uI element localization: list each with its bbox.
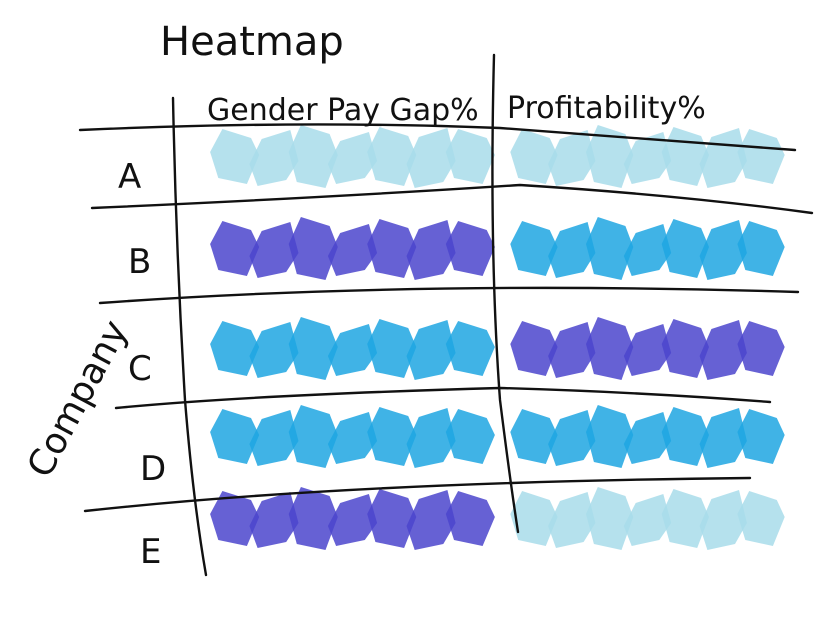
heatmap-cell-c-2 bbox=[510, 317, 785, 380]
grid-horizontal-line-3 bbox=[98, 286, 800, 305]
heatmap-stroke bbox=[586, 317, 634, 380]
row-label-a: A bbox=[118, 157, 141, 197]
heatmap-stroke bbox=[406, 320, 456, 380]
heatmap-stroke bbox=[288, 217, 338, 280]
heatmap-stroke bbox=[548, 222, 596, 278]
heatmap-stroke bbox=[699, 408, 747, 468]
heatmap-stroke bbox=[510, 491, 558, 546]
row-label-e: E bbox=[140, 532, 161, 572]
heatmap-stroke bbox=[367, 489, 417, 548]
cells-layer bbox=[210, 125, 785, 550]
row-label-c: C bbox=[128, 349, 152, 389]
heatmap-stroke bbox=[548, 322, 596, 378]
heatmap-stroke bbox=[548, 492, 596, 548]
heatmap-stroke bbox=[548, 410, 596, 466]
heatmap-stroke bbox=[288, 317, 338, 380]
heatmap-stroke bbox=[699, 220, 747, 280]
heatmap-stroke bbox=[586, 487, 634, 550]
heatmap-stroke bbox=[586, 405, 634, 468]
heatmap-stroke bbox=[737, 491, 785, 546]
heatmap-cell-c-1 bbox=[210, 317, 495, 380]
heatmap-stroke bbox=[699, 490, 747, 550]
row-label-d: D bbox=[140, 449, 166, 489]
heatmap-stroke bbox=[737, 129, 785, 184]
y-axis-label: Company bbox=[20, 314, 137, 484]
heatmap-stroke bbox=[623, 224, 672, 276]
heatmap-stroke bbox=[210, 409, 260, 464]
heatmap-cell-b-1 bbox=[210, 217, 495, 280]
heatmap-cell-a-1 bbox=[210, 125, 495, 188]
heatmap-stroke bbox=[661, 219, 709, 278]
heatmap-cell-d-1 bbox=[210, 405, 495, 468]
heatmap-stroke bbox=[661, 407, 709, 466]
heatmap-stroke bbox=[406, 408, 456, 468]
heatmap-stroke bbox=[249, 410, 299, 466]
heatmap-stroke bbox=[586, 217, 634, 280]
heatmap-stroke bbox=[367, 127, 417, 186]
heatmap-stroke bbox=[249, 222, 299, 278]
grid-horizontal-line-4 bbox=[114, 386, 772, 410]
heatmap-stroke bbox=[548, 130, 596, 186]
heatmap-cell-a-2 bbox=[510, 125, 785, 188]
grid-vertical-line-1 bbox=[171, 96, 208, 577]
heatmap-stroke bbox=[210, 491, 260, 546]
heatmap-stroke bbox=[406, 220, 456, 280]
heatmap-stroke bbox=[445, 221, 495, 276]
heatmap-cell-e-1 bbox=[210, 487, 495, 550]
heatmap-stroke bbox=[661, 489, 709, 548]
grid-vertical-line-2 bbox=[491, 53, 520, 534]
heatmap-stroke bbox=[327, 494, 378, 546]
heatmap-stroke bbox=[445, 491, 495, 546]
heatmap-cell-d-2 bbox=[510, 405, 785, 468]
heatmap-stroke bbox=[288, 405, 338, 468]
heatmap-stroke bbox=[249, 492, 299, 548]
heatmap-stroke bbox=[249, 322, 299, 378]
heatmap-stroke bbox=[367, 319, 417, 378]
heatmap-stroke bbox=[406, 490, 456, 550]
heatmap-stroke bbox=[510, 409, 558, 464]
heatmap-stroke bbox=[367, 219, 417, 278]
heatmap-cell-e-2 bbox=[510, 487, 785, 550]
heatmap-stroke bbox=[445, 321, 495, 376]
column-header-gender-pay-gap: Gender Pay Gap% bbox=[207, 93, 479, 128]
heatmap-stroke bbox=[510, 129, 558, 184]
row-label-b: B bbox=[128, 242, 151, 282]
grid-layer bbox=[78, 53, 814, 577]
heatmap-stroke bbox=[327, 324, 378, 376]
heatmap-stroke bbox=[327, 132, 378, 184]
heatmap-stroke bbox=[737, 221, 785, 276]
heatmap-stroke bbox=[288, 487, 338, 550]
chart-title: Heatmap bbox=[160, 19, 344, 65]
column-header-profitability: Profitability% bbox=[507, 91, 706, 126]
heatmap-stroke bbox=[623, 324, 672, 376]
heatmap-stroke bbox=[367, 407, 417, 466]
heatmap-cell-b-2 bbox=[510, 217, 785, 280]
heatmap-stroke bbox=[327, 224, 378, 276]
heatmap-stroke bbox=[510, 221, 558, 276]
heatmap-stroke bbox=[210, 129, 260, 184]
heatmap-stroke bbox=[586, 125, 634, 188]
heatmap-stroke bbox=[699, 320, 747, 380]
grid-horizontal-line-2 bbox=[90, 183, 814, 215]
heatmap-stroke bbox=[288, 125, 338, 188]
heatmap-stroke bbox=[737, 409, 785, 464]
heatmap-stroke bbox=[510, 321, 558, 376]
heatmap-stroke bbox=[623, 132, 672, 184]
heatmap-stroke bbox=[445, 129, 495, 184]
heatmap-stroke bbox=[623, 412, 672, 464]
heatmap-stroke bbox=[661, 127, 709, 186]
heatmap-stroke bbox=[210, 321, 260, 376]
heatmap-stroke bbox=[406, 128, 456, 188]
grid-horizontal-line-1 bbox=[78, 123, 797, 152]
heatmap-stroke bbox=[327, 412, 378, 464]
heatmap-stroke bbox=[661, 319, 709, 378]
grid-horizontal-line-5 bbox=[83, 476, 752, 513]
heatmap-stroke bbox=[737, 321, 785, 376]
heatmap-stroke bbox=[445, 409, 495, 464]
heatmap-stroke bbox=[623, 494, 672, 546]
heatmap-stroke bbox=[249, 130, 299, 186]
heatmap-stroke bbox=[210, 221, 260, 276]
